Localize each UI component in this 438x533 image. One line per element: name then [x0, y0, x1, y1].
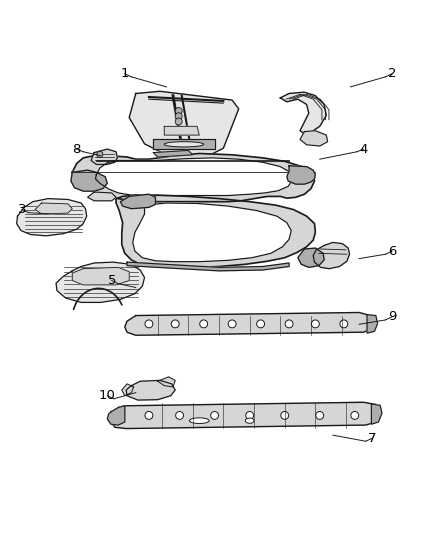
Polygon shape	[125, 312, 373, 335]
Polygon shape	[72, 268, 129, 285]
Polygon shape	[72, 154, 314, 201]
Polygon shape	[164, 126, 199, 135]
Text: 1: 1	[120, 67, 129, 80]
Polygon shape	[298, 248, 324, 268]
Circle shape	[211, 411, 219, 419]
Polygon shape	[71, 170, 107, 191]
Polygon shape	[158, 377, 175, 387]
Circle shape	[145, 411, 153, 419]
Circle shape	[281, 411, 289, 419]
Circle shape	[176, 411, 184, 419]
Circle shape	[340, 320, 348, 328]
Text: 5: 5	[107, 274, 116, 287]
Text: 9: 9	[388, 310, 396, 324]
Text: 2: 2	[388, 67, 396, 80]
Polygon shape	[127, 262, 289, 271]
Polygon shape	[56, 262, 145, 302]
Polygon shape	[300, 131, 328, 146]
Polygon shape	[88, 192, 116, 201]
Ellipse shape	[190, 418, 209, 424]
Text: 6: 6	[388, 245, 396, 257]
Polygon shape	[367, 314, 378, 333]
Polygon shape	[133, 203, 291, 262]
Circle shape	[311, 320, 319, 328]
Circle shape	[171, 320, 179, 328]
Circle shape	[257, 320, 265, 328]
Polygon shape	[287, 166, 315, 184]
Polygon shape	[95, 158, 293, 196]
Polygon shape	[371, 404, 382, 424]
Ellipse shape	[245, 418, 254, 423]
Polygon shape	[120, 194, 155, 209]
Polygon shape	[280, 92, 326, 135]
Polygon shape	[129, 91, 239, 157]
Circle shape	[285, 320, 293, 328]
Text: 7: 7	[368, 432, 377, 445]
Polygon shape	[116, 195, 315, 268]
Text: 3: 3	[18, 203, 26, 216]
Polygon shape	[122, 384, 134, 395]
Polygon shape	[35, 203, 72, 214]
Polygon shape	[107, 406, 125, 425]
Circle shape	[316, 411, 324, 419]
Polygon shape	[91, 149, 117, 165]
Text: 10: 10	[99, 389, 116, 402]
Text: 8: 8	[72, 143, 81, 156]
Circle shape	[145, 320, 153, 328]
Ellipse shape	[164, 142, 204, 147]
Circle shape	[175, 113, 182, 120]
Circle shape	[175, 108, 182, 115]
Polygon shape	[17, 199, 87, 236]
Circle shape	[246, 411, 254, 419]
Circle shape	[97, 151, 103, 157]
Polygon shape	[110, 402, 379, 429]
Circle shape	[175, 118, 182, 125]
Circle shape	[351, 411, 359, 419]
Polygon shape	[126, 381, 175, 400]
Polygon shape	[153, 150, 193, 157]
Text: 4: 4	[359, 143, 368, 156]
Circle shape	[200, 320, 208, 328]
Circle shape	[228, 320, 236, 328]
Polygon shape	[153, 140, 215, 149]
Polygon shape	[313, 243, 350, 269]
